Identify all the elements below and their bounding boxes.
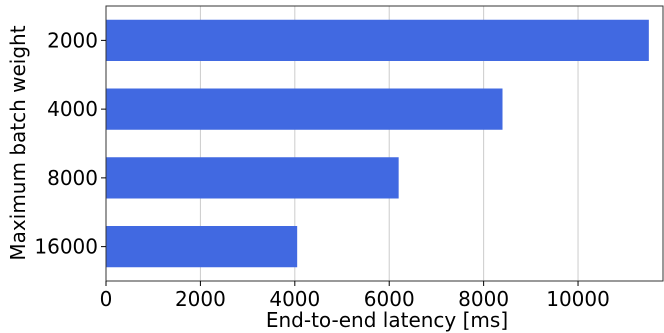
y-tick-labels: 2000 4000 8000 16000: [34, 28, 106, 259]
x-tick-label: 2000: [175, 287, 226, 311]
y-tick-label: 8000: [47, 166, 98, 190]
x-tick-label: 0: [100, 287, 113, 311]
y-axis-label: Maximum batch weight: [6, 25, 30, 260]
x-tick-label: 10000: [546, 287, 610, 311]
bar-8000: [106, 157, 399, 199]
y-tick-label: 16000: [34, 235, 98, 259]
x-tick-label: 4000: [269, 287, 320, 311]
x-axis-label: End-to-end latency [ms]: [266, 308, 508, 332]
y-tick-label: 2000: [47, 28, 98, 52]
plot-frame: [105, 5, 664, 282]
x-tick-label: 8000: [458, 287, 509, 311]
bar-2000: [106, 19, 649, 61]
bar-16000: [106, 226, 298, 268]
y-tick-label: 4000: [47, 97, 98, 121]
bar-4000: [106, 88, 503, 130]
bars: [106, 19, 649, 268]
x-tick-label: 6000: [364, 287, 415, 311]
x-tick-labels: 0 2000 4000 6000 8000 10000: [100, 281, 610, 311]
